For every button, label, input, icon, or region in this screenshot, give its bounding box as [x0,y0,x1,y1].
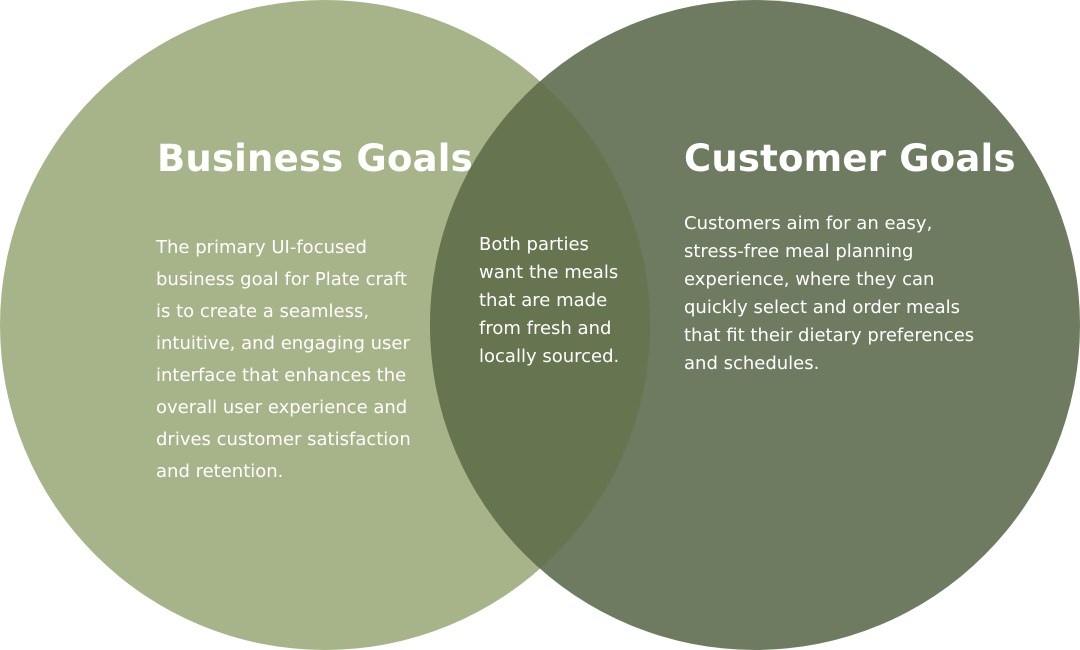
shared-goals-description: Both parties want the meals that are mad… [479,234,620,367]
business-goals-description: The primary UI-focused business goal for… [156,237,411,482]
customer-goals-title: Customer Goals [684,137,1016,180]
customer-goals-description: Customers aim for an easy, stress-free m… [684,213,975,374]
overlap-region [430,0,650,650]
business-goals-title: Business Goals [157,137,473,180]
